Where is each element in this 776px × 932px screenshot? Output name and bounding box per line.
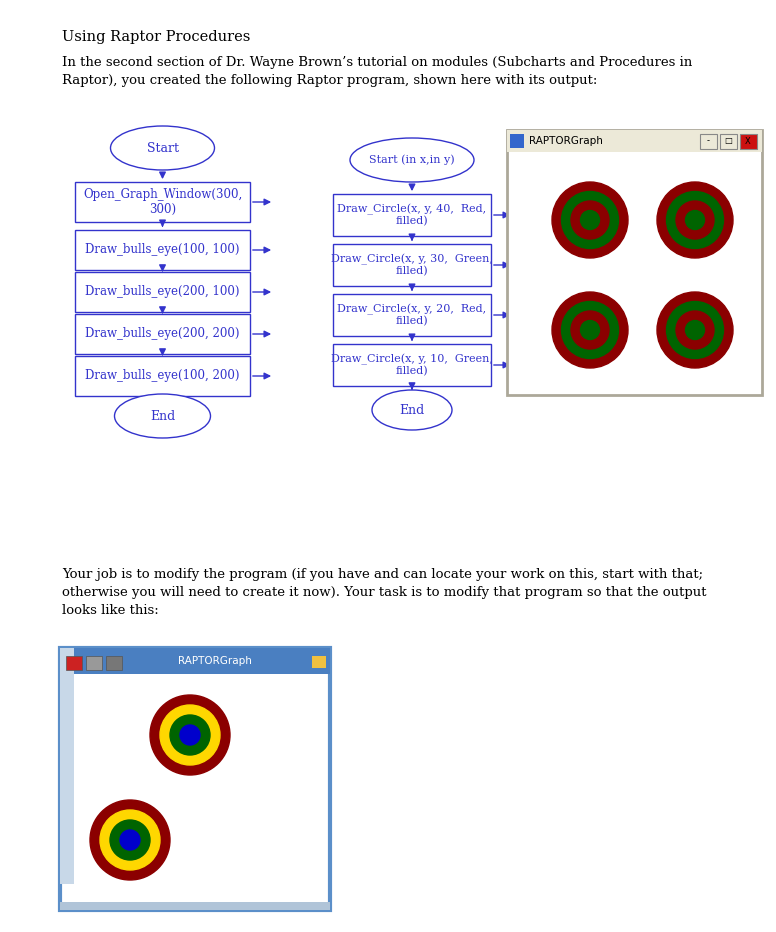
Circle shape	[685, 321, 705, 339]
FancyBboxPatch shape	[507, 130, 762, 395]
FancyBboxPatch shape	[333, 194, 491, 236]
Circle shape	[110, 820, 150, 860]
Text: RAPTORGraph: RAPTORGraph	[529, 136, 603, 146]
FancyBboxPatch shape	[720, 134, 737, 149]
Text: In the second section of Dr. Wayne Brown’s tutorial on modules (Subcharts and Pr: In the second section of Dr. Wayne Brown…	[62, 56, 692, 87]
Text: X: X	[745, 136, 751, 145]
FancyBboxPatch shape	[507, 130, 762, 152]
FancyBboxPatch shape	[510, 134, 524, 148]
Circle shape	[562, 301, 618, 359]
Circle shape	[150, 695, 230, 775]
Circle shape	[562, 191, 618, 249]
Ellipse shape	[115, 394, 210, 438]
Ellipse shape	[350, 138, 474, 182]
Circle shape	[571, 201, 609, 239]
Circle shape	[160, 705, 220, 765]
FancyBboxPatch shape	[333, 244, 491, 286]
Text: Start (in x,in y): Start (in x,in y)	[369, 155, 455, 165]
Circle shape	[180, 725, 200, 745]
Text: Open_Graph_Window(300,
300): Open_Graph_Window(300, 300)	[83, 188, 242, 216]
Circle shape	[657, 292, 733, 368]
Circle shape	[170, 715, 210, 755]
FancyBboxPatch shape	[75, 230, 250, 270]
FancyBboxPatch shape	[700, 134, 717, 149]
Text: Draw_Circle(x, y, 20,  Red,
filled): Draw_Circle(x, y, 20, Red, filled)	[338, 304, 487, 326]
Text: Draw_bulls_eye(100, 200): Draw_bulls_eye(100, 200)	[85, 369, 240, 382]
FancyBboxPatch shape	[60, 648, 330, 910]
Text: Using Raptor Procedures: Using Raptor Procedures	[62, 30, 251, 44]
Circle shape	[120, 830, 140, 850]
Circle shape	[580, 211, 600, 229]
Circle shape	[676, 311, 714, 349]
Circle shape	[571, 311, 609, 349]
Circle shape	[552, 292, 628, 368]
FancyBboxPatch shape	[106, 656, 122, 670]
FancyBboxPatch shape	[86, 656, 102, 670]
Circle shape	[90, 800, 170, 880]
Circle shape	[685, 211, 705, 229]
FancyBboxPatch shape	[75, 356, 250, 396]
Text: Draw_bulls_eye(200, 100): Draw_bulls_eye(200, 100)	[85, 285, 240, 298]
FancyBboxPatch shape	[75, 182, 250, 222]
Circle shape	[100, 810, 160, 870]
Circle shape	[657, 182, 733, 258]
FancyBboxPatch shape	[60, 648, 74, 884]
Text: □: □	[724, 136, 732, 145]
FancyBboxPatch shape	[75, 272, 250, 312]
Ellipse shape	[110, 126, 214, 170]
Circle shape	[580, 321, 600, 339]
Circle shape	[667, 191, 723, 249]
Text: End: End	[400, 404, 424, 417]
FancyBboxPatch shape	[312, 656, 326, 668]
Text: End: End	[150, 409, 175, 422]
Text: Draw_bulls_eye(100, 100): Draw_bulls_eye(100, 100)	[85, 243, 240, 256]
FancyBboxPatch shape	[740, 134, 757, 149]
FancyBboxPatch shape	[333, 344, 491, 386]
Circle shape	[676, 201, 714, 239]
Text: Your job is to modify the program (if you have and can locate your work on this,: Your job is to modify the program (if yo…	[62, 568, 706, 617]
Ellipse shape	[372, 390, 452, 430]
Text: Draw_Circle(x, y, 10,  Green,
filled): Draw_Circle(x, y, 10, Green, filled)	[331, 353, 493, 377]
Text: RAPTORGraph: RAPTORGraph	[178, 656, 252, 666]
Text: Draw_Circle(x, y, 30,  Green,
filled): Draw_Circle(x, y, 30, Green, filled)	[331, 254, 493, 277]
FancyBboxPatch shape	[66, 656, 82, 670]
FancyBboxPatch shape	[75, 314, 250, 354]
FancyBboxPatch shape	[60, 902, 330, 910]
Text: Draw_bulls_eye(200, 200): Draw_bulls_eye(200, 200)	[85, 327, 240, 340]
Text: Start: Start	[147, 142, 178, 155]
FancyBboxPatch shape	[333, 294, 491, 336]
Text: -: -	[706, 136, 709, 145]
Circle shape	[552, 182, 628, 258]
FancyBboxPatch shape	[60, 648, 330, 674]
Circle shape	[667, 301, 723, 359]
Text: Draw_Circle(x, y, 40,  Red,
filled): Draw_Circle(x, y, 40, Red, filled)	[338, 203, 487, 226]
